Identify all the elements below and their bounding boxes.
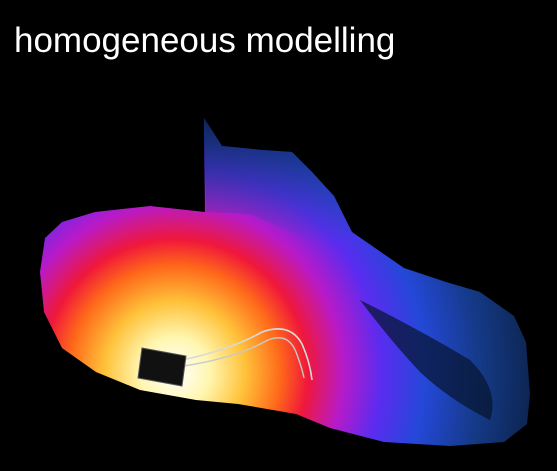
plume-shadow <box>204 118 352 250</box>
dark-streak <box>360 300 493 420</box>
probe-body <box>137 347 187 387</box>
floor-shadow <box>0 400 557 471</box>
probe <box>137 328 313 387</box>
wires <box>183 337 305 379</box>
title: homogeneous modelling <box>14 21 395 60</box>
wires <box>181 328 313 381</box>
